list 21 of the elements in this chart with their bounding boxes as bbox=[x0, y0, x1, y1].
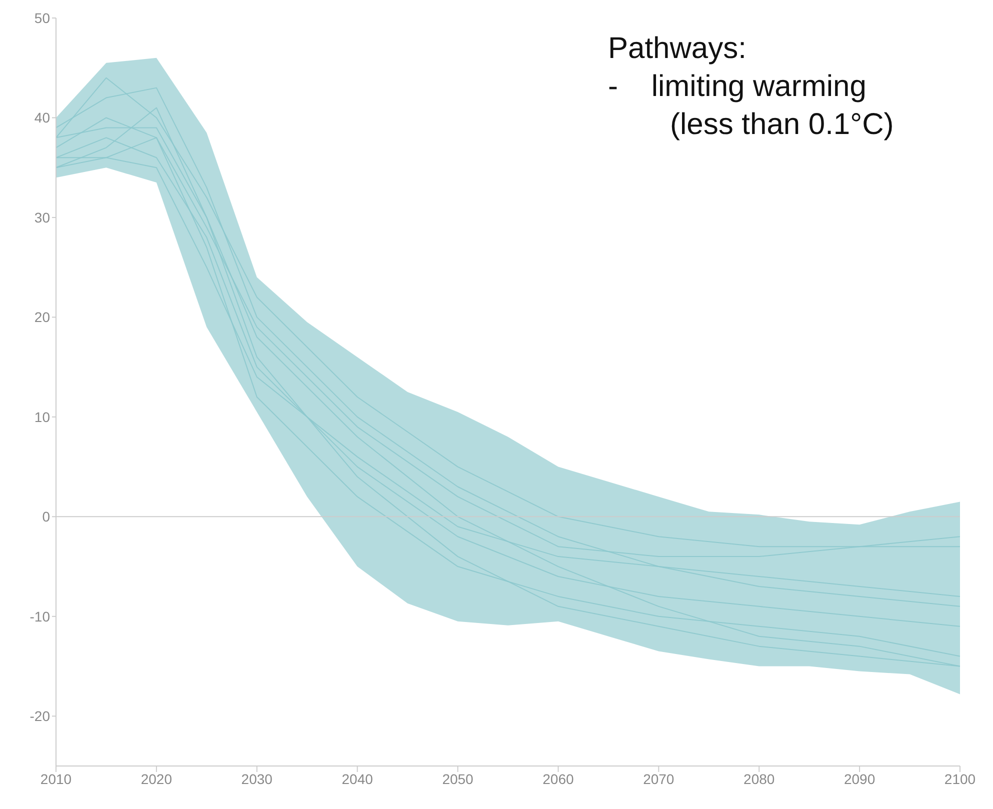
x-tick-label: 2060 bbox=[542, 770, 574, 787]
y-tick-label: -20 bbox=[30, 708, 50, 724]
x-tick-label: 2040 bbox=[342, 770, 374, 787]
x-tick-label: 2090 bbox=[844, 770, 876, 787]
x-tick-label: 2030 bbox=[241, 770, 273, 787]
x-tick-label: 2050 bbox=[442, 770, 474, 787]
annotation: Pathways: bbox=[608, 31, 748, 67]
annotation: (less than 0.1°C) bbox=[669, 107, 894, 143]
y-tick-label: 20 bbox=[34, 309, 50, 326]
x-tick-label: 2020 bbox=[140, 770, 172, 787]
x-tick-label: 2100 bbox=[944, 770, 976, 787]
y-tick-label: 40 bbox=[34, 110, 50, 126]
y-tick-label: -10 bbox=[30, 608, 50, 624]
y-tick-label: 30 bbox=[34, 209, 50, 226]
y-tick-label: 50 bbox=[34, 10, 50, 26]
y-tick-label: 10 bbox=[34, 408, 50, 425]
y-tick-label: 0 bbox=[42, 508, 50, 525]
x-tick-label: 2010 bbox=[40, 770, 72, 787]
annotation: - limiting warming bbox=[608, 69, 868, 105]
x-tick-label: 2070 bbox=[643, 770, 674, 787]
x-tick-label: 2080 bbox=[744, 770, 775, 787]
